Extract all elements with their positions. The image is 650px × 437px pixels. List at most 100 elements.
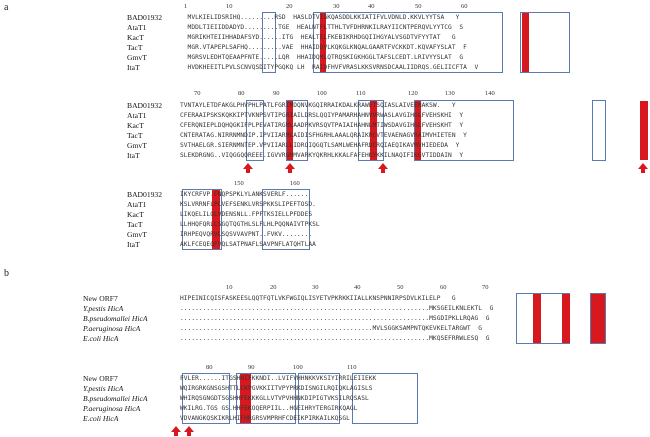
seq-row: ........................................… <box>180 325 483 332</box>
conservation-box <box>262 189 310 250</box>
identical-column <box>522 13 529 72</box>
key-residue-arrow <box>285 163 295 173</box>
seq-row: HIPEINICQISFASKEESLQQTFQTLVKFWGIQLISYETV… <box>180 295 456 302</box>
seq-name: ItaT <box>127 151 140 160</box>
seq-name: ItaT <box>127 63 140 72</box>
ruler-tick: 90 <box>248 364 255 371</box>
seq-row: MDDLTIEIIDDADYD.........TGE HEALNTFLTTHL… <box>180 24 464 31</box>
seq-row: MGRSVLEDHTQEAAPFNTE.....LQR HHAIDQMLQTRQ… <box>180 54 464 61</box>
ruler-tick: 140 <box>485 90 495 97</box>
ruler-tick: 50 <box>397 284 404 291</box>
seq-name: GmvT <box>127 141 147 150</box>
seq-row: IKYCRFVP.FNQPSPKLYLANKSVERLF...... <box>180 191 309 198</box>
key-residue-arrow <box>171 426 181 436</box>
conservation-box <box>298 373 340 424</box>
ruler-tick: 20 <box>286 3 293 10</box>
seq-name: P.aeruginosa HicA <box>83 324 141 333</box>
conservation-box <box>414 100 514 161</box>
seq-row: CFERQNIEPLDQHQGKIFPLPEVATIRGMLAADPKVRSQV… <box>180 122 464 129</box>
seq-row: CFERAAIPSKSKQKKIPTVKNPSVTIPGRIAILDRSLQQI… <box>180 112 464 119</box>
identical-column <box>240 374 251 423</box>
ruler-b2: 80 90 100 110 <box>182 364 482 372</box>
seq-row: SLEKDRGNG..VIQGGQQREEE.IGVVRGMMVARKYQKRH… <box>180 152 464 159</box>
ruler-tick: 10 <box>226 284 233 291</box>
conservation-box <box>590 293 606 344</box>
ruler-tick: 100 <box>317 90 327 97</box>
conservation-box <box>262 12 276 73</box>
seq-name: BAD01932 <box>127 190 163 199</box>
seq-name: E.coli HicA <box>83 414 119 423</box>
identical-column <box>287 101 293 160</box>
ruler-tick: 20 <box>270 284 277 291</box>
ruler-tick: 130 <box>445 90 455 97</box>
seq-name: ItaT <box>127 240 140 249</box>
identical-column <box>562 294 570 343</box>
key-residue-arrow <box>243 163 253 173</box>
ruler-tick: 110 <box>347 364 357 371</box>
seq-row: KSLVRRNFLPLVEFSENKLVRSPKKSLIPEFTOSD. <box>180 201 316 208</box>
seq-name: KacT <box>127 33 144 42</box>
seq-name: GmvT <box>127 230 147 239</box>
seq-row: MGRIKHTEIIHHADAFSYD......ITG HEALTELFKEB… <box>180 34 456 41</box>
seq-name: AtaT1 <box>127 111 147 120</box>
seq-row: TVNTAYLETDFAKGLPHVPHLPATLFGRIMDQNVKGQIRR… <box>180 102 456 109</box>
ruler-tick: 40 <box>354 284 361 291</box>
ruler-tick: 120 <box>408 90 418 97</box>
seq-name: KacT <box>127 210 144 219</box>
seq-name: BAD01932 <box>127 101 163 110</box>
seq-name: TacT <box>127 131 143 140</box>
seq-row: VDVANGKQSKIKRLHIFHRGRSVMPRHFCDEIKPIRKAIL… <box>180 415 350 422</box>
ruler-tick: 90 <box>273 90 280 97</box>
ruler-tick: 50 <box>415 3 422 10</box>
seq-row: SVTHAELGR.SIERNMNTEP.VPVIIARLLIDRQIQGQTL… <box>180 142 460 149</box>
ruler-tick: 70 <box>482 284 489 291</box>
key-residue-arrow <box>184 426 194 436</box>
seq-name: Y.pestis HicA <box>83 384 124 393</box>
ruler-a3: 150 160 <box>182 180 382 188</box>
conservation-box <box>286 100 308 161</box>
panel-b-label: b <box>4 268 9 279</box>
panel-a-label: a <box>4 2 9 13</box>
seq-row: FVLER......ITGSHHIFKKNDI..LVIFVHHNKKVKSI… <box>180 375 377 382</box>
seq-name: E.coli HicA <box>83 334 119 343</box>
seq-row: WKILRG.TGS GS.HHFEKOQERPIIL..HGEIHRYTERG… <box>180 405 358 412</box>
seq-row: ........................................… <box>180 335 490 342</box>
identical-column <box>415 101 421 160</box>
identical-column <box>640 101 648 160</box>
ruler-tick: 80 <box>238 90 245 97</box>
ruler-tick: 70 <box>194 90 201 97</box>
seq-row: ........................................… <box>180 305 494 312</box>
ruler-tick: 1 <box>184 3 188 10</box>
conservation-box <box>182 373 230 424</box>
seq-name: New ORF7 <box>83 294 118 303</box>
seq-name: BAD01932 <box>127 13 163 22</box>
conservation-box <box>182 189 222 250</box>
identical-column <box>533 294 541 343</box>
ruler-tick: 60 <box>461 3 468 10</box>
seq-row: WQIRGRKGNSGSHTTLCKPGVKKIITVPYPRKDISNGILR… <box>180 385 373 392</box>
identical-column <box>212 190 220 249</box>
ruler-tick: 150 <box>234 180 244 187</box>
seq-row: IRHPEQVQRVLSQSVVAVPNT..FVKV........ <box>180 231 313 238</box>
conservation-box <box>352 373 418 424</box>
ruler-tick: 60 <box>440 284 447 291</box>
seq-row: AKLFCEQEQFVQLSATPNAFLSAVPNFLATQHTLAA <box>180 241 316 248</box>
ruler-tick: 110 <box>356 90 366 97</box>
conservation-box <box>246 100 264 161</box>
conservation-box <box>520 12 570 73</box>
seq-name: GmvT <box>127 53 147 62</box>
identical-column <box>591 294 605 343</box>
seq-row: LIKQELILQLVDENSNLL.FPFTKSIELLPFDDES <box>180 211 313 218</box>
seq-name: AtaT1 <box>127 200 147 209</box>
seq-name: P.aeruginosa HicA <box>83 404 141 413</box>
seq-name: B.pseudomallei HicA <box>83 394 148 403</box>
ruler-tick: 160 <box>290 180 300 187</box>
conservation-box <box>358 100 384 161</box>
seq-name: TacT <box>127 220 143 229</box>
seq-row: ........................................… <box>180 315 490 322</box>
seq-name: B.pseudomallei HicA <box>83 314 148 323</box>
ruler-b1: 10 20 30 40 50 60 70 <box>182 284 642 292</box>
key-residue-arrow <box>378 163 388 173</box>
ruler-a2: 70 80 90 100 110 120 130 140 <box>182 90 642 98</box>
ruler-tick: 30 <box>312 284 319 291</box>
